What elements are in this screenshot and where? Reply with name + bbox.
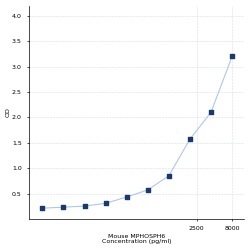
Point xyxy=(62,205,66,209)
Point xyxy=(125,195,129,199)
X-axis label: Mouse MPHOSPH6
Concentration (pg/ml): Mouse MPHOSPH6 Concentration (pg/ml) xyxy=(102,234,171,244)
Point xyxy=(188,137,192,141)
Point xyxy=(146,188,150,192)
Point xyxy=(40,206,44,210)
Point xyxy=(209,110,213,114)
Point xyxy=(230,54,234,58)
Point xyxy=(167,174,171,178)
Point xyxy=(82,204,86,208)
Y-axis label: OD: OD xyxy=(6,107,10,117)
Point xyxy=(104,202,108,205)
